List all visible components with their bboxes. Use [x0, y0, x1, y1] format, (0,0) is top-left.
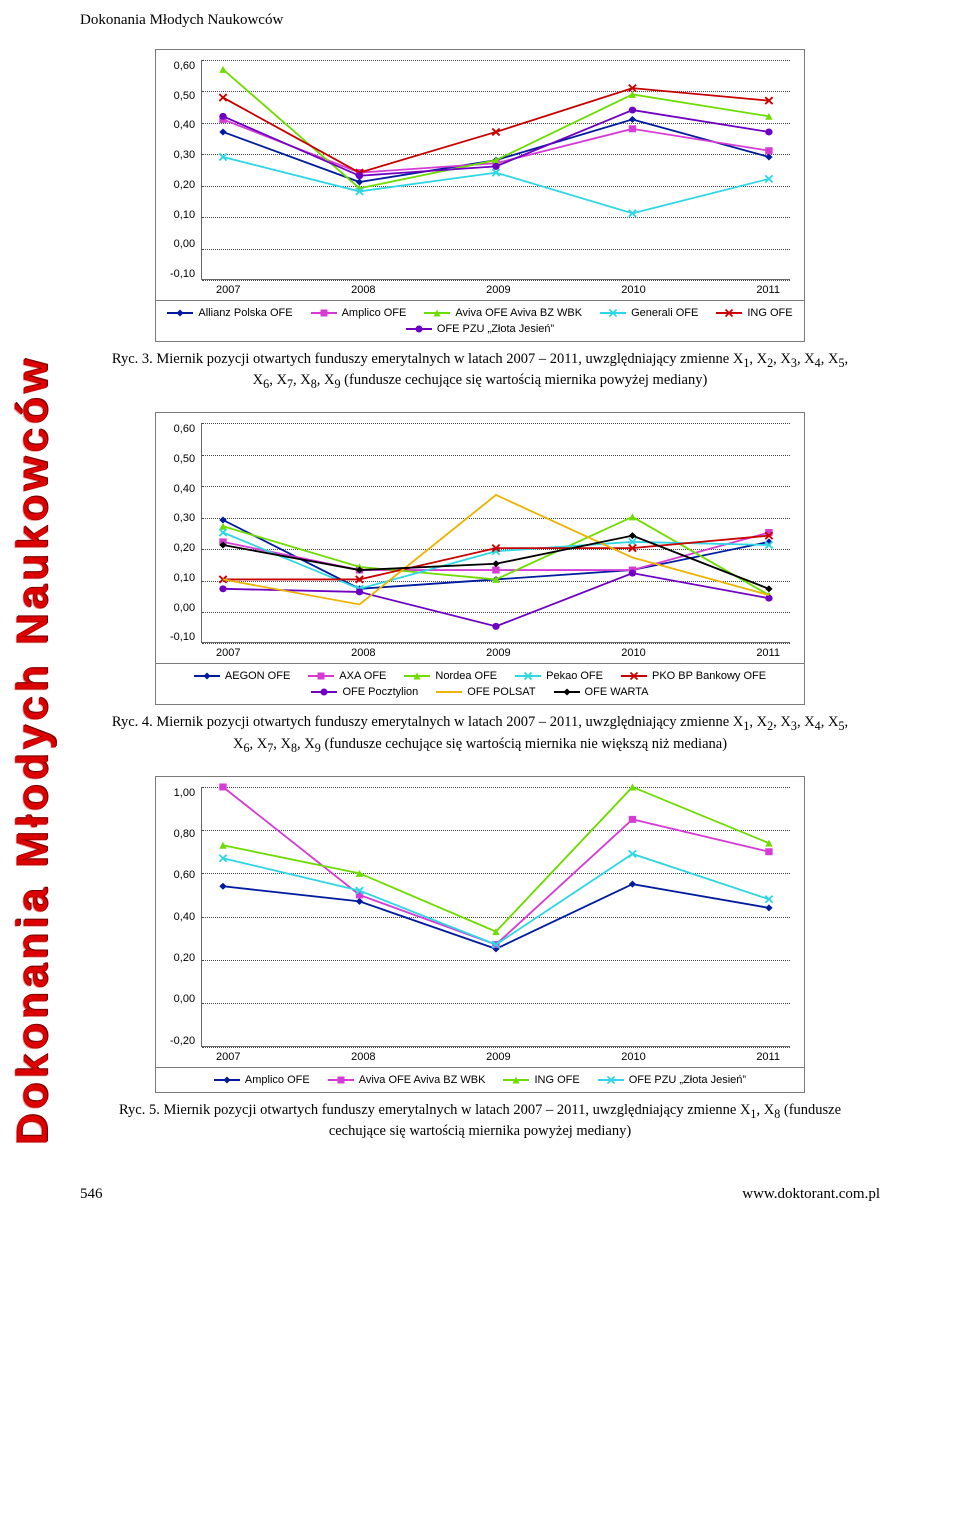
caption-2: Ryc. 4. Miernik pozycji otwartych fundus… — [110, 713, 850, 755]
chart3-xaxis: 20072008200920102011 — [206, 1047, 790, 1063]
chart3-yaxis: 1,000,800,600,400,200,00-0,20 — [170, 787, 201, 1047]
side-banner: Dokonania Młodych Naukowców — [8, 50, 58, 1450]
legend-item: ING OFE — [716, 307, 792, 319]
legend-item: AXA OFE — [308, 670, 386, 682]
page-header: Dokonania Młodych Naukowców — [0, 0, 960, 29]
legend-item: Nordea OFE — [404, 670, 497, 682]
legend-item: OFE WARTA — [554, 686, 649, 698]
page-footer: 546 www.doktorant.com.pl — [0, 1156, 960, 1203]
chart1-plotarea — [201, 60, 790, 280]
chart2-plotarea — [201, 423, 790, 643]
caption-1: Ryc. 3. Miernik pozycji otwartych fundus… — [110, 350, 850, 392]
legend-item: OFE Pocztylion — [311, 686, 418, 698]
chart2-xaxis: 20072008200920102011 — [206, 643, 790, 659]
legend-item: Pekao OFE — [515, 670, 603, 682]
legend-item: Allianz Polska OFE — [167, 307, 292, 319]
legend-item: PKO BP Bankowy OFE — [621, 670, 766, 682]
legend-item: Generali OFE — [600, 307, 698, 319]
chart-3: 1,000,800,600,400,200,00-0,20 2007200820… — [155, 776, 805, 1093]
legend-item: Aviva OFE Aviva BZ WBK — [328, 1074, 486, 1086]
chart1-yaxis: 0,600,500,400,300,200,100,00-0,10 — [170, 60, 201, 280]
legend-item: AEGON OFE — [194, 670, 290, 682]
legend-item: Aviva OFE Aviva BZ WBK — [424, 307, 582, 319]
chart3-plotarea — [201, 787, 790, 1047]
page-number: 546 — [80, 1186, 103, 1203]
footer-url: www.doktorant.com.pl — [742, 1186, 880, 1203]
chart1-xaxis: 20072008200920102011 — [206, 280, 790, 296]
chart-1: 0,600,500,400,300,200,100,00-0,10 200720… — [155, 49, 805, 342]
caption-3: Ryc. 5. Miernik pozycji otwartych fundus… — [110, 1101, 850, 1142]
legend-item: Amplico OFE — [311, 307, 407, 319]
chart1-legend: Allianz Polska OFE Amplico OFE Aviva OFE A… — [156, 300, 804, 341]
legend-item: OFE POLSAT — [436, 686, 535, 698]
legend-item: OFE PZU „Złota Jesień” — [406, 323, 554, 335]
chart2-yaxis: 0,600,500,400,300,200,100,00-0,10 — [170, 423, 201, 643]
legend-item: OFE PZU „Złota Jesień” — [598, 1074, 746, 1086]
legend-item: Amplico OFE — [214, 1074, 310, 1086]
chart-2: 0,600,500,400,300,200,100,00-0,10 200720… — [155, 412, 805, 705]
chart2-legend: AEGON OFE AXA OFE Nordea OFE Pekao OFE PKO B… — [156, 663, 804, 704]
legend-item: ING OFE — [503, 1074, 579, 1086]
chart3-legend: Amplico OFE Aviva OFE Aviva BZ WBK ING OFE… — [156, 1067, 804, 1092]
